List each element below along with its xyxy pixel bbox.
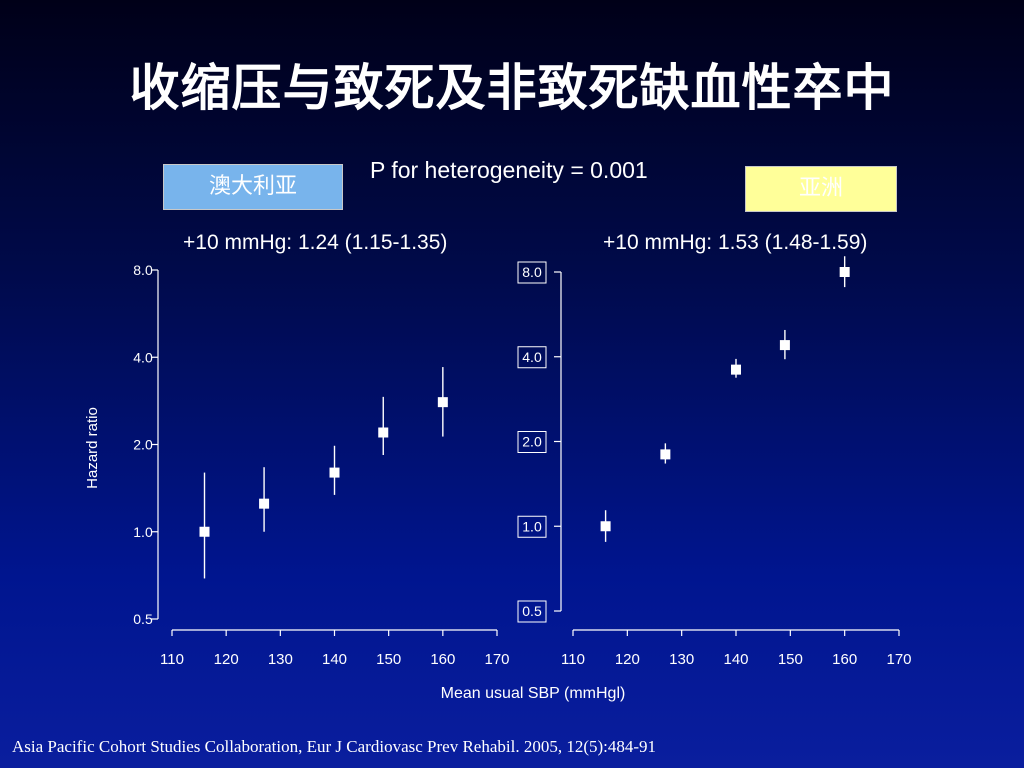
x-tick-label: 140 — [322, 651, 347, 668]
y-tick-label: 4.0 — [133, 349, 153, 365]
citation-footer: Asia Pacific Cohort Studies Collaboratio… — [12, 737, 656, 757]
x-tick-label: 130 — [669, 651, 694, 668]
x-tick-label: 130 — [268, 651, 293, 668]
y-tick-label: 4.0 — [522, 349, 542, 365]
data-point-marker — [199, 526, 210, 537]
x-tick-label: 160 — [832, 651, 857, 668]
data-point-marker — [839, 267, 850, 277]
y-tick-label: 8.0 — [133, 262, 153, 278]
data-point-marker — [660, 449, 671, 460]
chart-panel-asia: 0.5 1.0 2.0 4.0 8.0 110 120 130 140 150 160 170 Mean… — [441, 256, 912, 702]
x-tick-label: 120 — [214, 651, 239, 668]
y-tick-label: 2.0 — [133, 437, 153, 453]
data-point-marker — [329, 467, 340, 478]
y-axis-label: Hazard ratio — [84, 407, 101, 489]
y-tick-label: 0.5 — [522, 603, 542, 619]
y-tick-label-box — [517, 346, 547, 369]
data-point-marker — [779, 340, 790, 351]
heterogeneity-note: P for heterogeneity = 0.001 — [370, 157, 648, 183]
data-point-marker — [731, 364, 741, 375]
data-point-marker — [600, 521, 611, 532]
y-tick-label-box — [517, 600, 547, 623]
x-tick-label: 170 — [484, 651, 509, 668]
y-tick-label: 8.0 — [522, 264, 542, 280]
region-label-asia: 亚洲 — [745, 166, 897, 212]
x-tick-label: 170 — [886, 651, 911, 668]
data-point-marker — [259, 498, 270, 509]
y-tick-label-box — [517, 431, 547, 453]
slide-title: 收缩压与致死及非致死缺血性卒中 — [129, 59, 895, 117]
effect-estimate-left: +10 mmHg: 1.24 (1.15-1.35) — [183, 231, 448, 254]
y-tick-label: 1.0 — [522, 518, 542, 534]
citation-journal: Eur J Cardiovasc Prev Rehabil. 2005, 12(… — [306, 737, 657, 756]
data-point-marker — [437, 397, 448, 408]
region-label-australia: 澳大利亚 — [163, 164, 343, 210]
x-tick-label: 120 — [615, 651, 640, 668]
y-tick-label: 1.0 — [133, 524, 153, 540]
y-tick-label-box — [517, 515, 547, 538]
y-tick-label: 2.0 — [522, 434, 542, 450]
x-axis-label: Mean usual SBP (mmHgl) — [441, 685, 626, 702]
x-tick-label: 150 — [778, 651, 803, 668]
x-tick-label: 140 — [723, 651, 748, 668]
y-tick-label: 0.5 — [133, 611, 153, 627]
x-tick-label: 110 — [561, 651, 585, 668]
chart-panel-australia: 0.5 1.0 2.0 4.0 8.0 110 120 130 140 150 160 170 Haza… — [84, 262, 510, 668]
x-tick-label: 150 — [376, 651, 401, 668]
y-tick-label-box — [517, 261, 547, 284]
effect-estimate-right: +10 mmHg: 1.53 (1.48-1.59) — [603, 231, 868, 254]
x-tick-label: 160 — [430, 651, 455, 668]
citation-authors: Asia Pacific Cohort Studies Collaboratio… — [12, 737, 307, 756]
data-point-marker — [378, 427, 389, 438]
x-tick-label: 110 — [160, 651, 184, 668]
